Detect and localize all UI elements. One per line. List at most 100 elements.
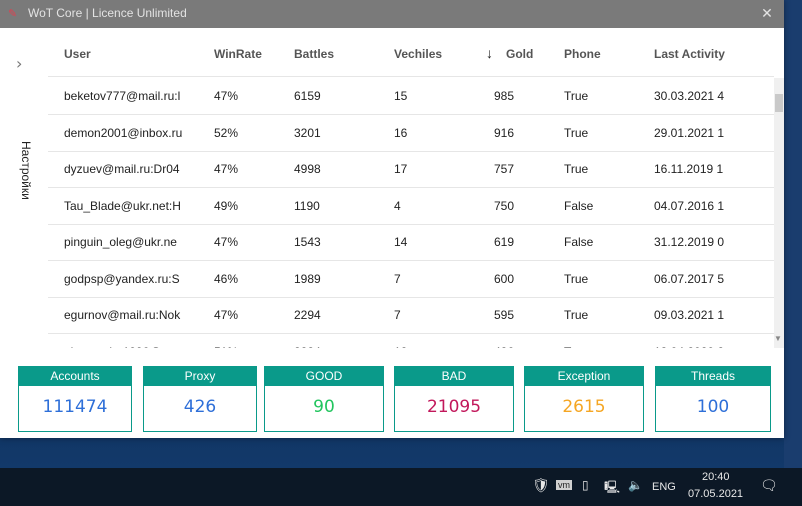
column-header-battles[interactable]: Battles [294, 47, 335, 61]
stat-value: 111474 [42, 397, 108, 417]
cell-last-activity: 29.01.2021 1 [654, 125, 725, 140]
column-header-last-activity[interactable]: Last Activity [654, 47, 725, 61]
table-row[interactable]: alexzander1990@ya 51% 8284 12 486 True 13.04.2… [48, 334, 774, 349]
taskbar: 🛡 vm ▯ 🖳 🔈 ENG 20:40 07.05.2021 🗨 [0, 468, 802, 506]
cell-gold: 985 [494, 89, 515, 103]
stat-label: Exception [525, 367, 643, 386]
network-icon[interactable]: 🖳 [604, 480, 621, 494]
scroll-thumb[interactable] [775, 94, 783, 112]
cell-gold: 757 [494, 162, 515, 176]
column-header-winrate[interactable]: WinRate [214, 47, 262, 61]
cell-battles: 6159 [294, 89, 321, 103]
cell-last-activity: 30.03.2021 4 [654, 89, 725, 103]
cell-phone: True [564, 345, 624, 349]
stat-box-exception: Exception 2615 [524, 366, 644, 432]
stat-label: Accounts [19, 367, 131, 386]
accounts-table: User WinRate Battles Vechiles ↓ Gold Pho… [48, 40, 784, 348]
cell-phone: True [564, 308, 589, 322]
cell-phone: False [564, 198, 594, 213]
clock-date[interactable]: 07.05.2021 [688, 488, 744, 500]
cell-user: dyzuev@mail.ru:Dr04 [64, 162, 180, 176]
close-button[interactable]: ✕ [761, 6, 773, 22]
column-header-vehicles[interactable]: Vechiles [394, 47, 443, 61]
chevron-right-icon[interactable]: › [16, 54, 23, 73]
cell-gold: 916 [494, 125, 515, 140]
cell-winrate: 47% [214, 235, 239, 249]
vertical-scrollbar[interactable]: ▼ [774, 78, 784, 348]
settings-label[interactable]: Настройки [19, 141, 33, 200]
table-row[interactable]: Tau_Blade@ukr.net:H 49% 1190 4 750 False 04.07… [48, 188, 774, 225]
volume-icon[interactable]: 🔈 [628, 478, 643, 492]
cell-winrate: 47% [214, 89, 239, 103]
cell-user: demon2001@inbox.ru [64, 125, 183, 140]
cell-winrate: 47% [214, 162, 239, 176]
cell-gold: 595 [494, 308, 515, 322]
cell-battles: 4998 [294, 162, 321, 176]
cell-last-activity: 09.03.2021 1 [654, 308, 725, 322]
cell-vehicles: 15 [394, 89, 408, 103]
cell-user: beketov777@mail.ru:l [64, 89, 181, 103]
column-header-gold[interactable]: Gold [506, 47, 534, 61]
clock-time[interactable]: 20:40 [702, 471, 730, 483]
cell-phone: False [564, 235, 594, 249]
cell-phone: True [564, 271, 589, 286]
stat-box-good: GOOD 90 [264, 366, 384, 432]
table-row[interactable]: demon2001@inbox.ru 52% 3201 16 916 True 29.01.… [48, 115, 774, 152]
sort-down-arrow-icon: ↓ [486, 45, 493, 61]
cell-last-activity: 13.04.2020 2 [654, 345, 772, 349]
cell-last-activity: 06.07.2017 5 [654, 271, 725, 286]
stat-label: Threads [656, 367, 770, 386]
column-header-user[interactable]: User [64, 47, 91, 61]
table-row[interactable]: pinguin_oleg@ukr.ne 47% 1543 14 619 False 31.1… [48, 224, 774, 261]
cell-last-activity: 31.12.2019 0 [654, 235, 725, 249]
stat-box-threads: Threads 100 [655, 366, 771, 432]
stat-value: 100 [696, 397, 730, 417]
stat-label: GOOD [265, 367, 383, 386]
cell-winrate: 51% [214, 345, 274, 349]
stat-box-bad: BAD 21095 [394, 366, 514, 432]
cell-gold: 600 [494, 271, 515, 286]
window-title: WoT Core | Licence Unlimited [28, 6, 187, 20]
cell-phone: True [564, 162, 589, 176]
cell-vehicles: 17 [394, 162, 408, 176]
stat-value: 426 [183, 397, 217, 417]
cell-user: godpsp@yandex.ru:S [64, 271, 180, 286]
cell-vehicles: 12 [394, 345, 434, 349]
table-row[interactable]: godpsp@yandex.ru:S 46% 1989 7 600 True 06.07.2… [48, 261, 774, 298]
vm-tray-icon[interactable]: vm [556, 480, 572, 490]
cell-vehicles: 4 [394, 198, 401, 213]
cell-battles: 8284 [294, 345, 354, 349]
table-header: User WinRate Battles Vechiles ↓ Gold Pho… [48, 40, 774, 77]
cell-gold: 750 [494, 198, 515, 213]
language-indicator[interactable]: ENG [652, 481, 676, 493]
cell-vehicles: 14 [394, 235, 408, 249]
table-row[interactable]: egurnov@mail.ru:Nok 47% 2294 7 595 True 09.03.… [48, 297, 774, 334]
cell-battles: 3201 [294, 125, 321, 140]
cell-gold: 619 [494, 235, 515, 249]
cell-phone: True [564, 89, 589, 103]
cell-vehicles: 7 [394, 271, 401, 286]
notification-icon[interactable]: 🗨 [760, 478, 778, 494]
stat-box-accounts: Accounts 111474 [18, 366, 132, 432]
settings-panel-toggle[interactable]: › Настройки [0, 28, 46, 358]
cell-battles: 1989 [294, 271, 321, 286]
stat-value: 2615 [562, 397, 606, 417]
title-bar[interactable]: ✎ WoT Core | Licence Unlimited ✕ [0, 0, 784, 28]
cell-winrate: 47% [214, 308, 239, 322]
defender-shield-icon[interactable]: 🛡 [532, 478, 550, 494]
stat-value: 90 [313, 397, 335, 417]
scroll-down-icon[interactable]: ▼ [774, 334, 782, 343]
cell-winrate: 46% [214, 271, 239, 286]
cell-winrate: 49% [214, 198, 239, 213]
table-row[interactable]: beketov777@mail.ru:l 47% 6159 15 985 True 30.0… [48, 78, 774, 115]
column-header-phone[interactable]: Phone [564, 47, 601, 61]
cell-winrate: 52% [214, 125, 239, 140]
cell-phone: True [564, 125, 589, 140]
stat-box-proxy: Proxy 426 [143, 366, 257, 432]
app-window: ✎ WoT Core | Licence Unlimited ✕ › Настр… [0, 0, 784, 438]
table-row[interactable]: dyzuev@mail.ru:Dr04 47% 4998 17 757 True 16.11… [48, 151, 774, 188]
cell-battles: 1543 [294, 235, 321, 249]
stat-label: Proxy [144, 367, 256, 386]
window-content: › Настройки User WinRate Battles Vechile… [0, 28, 784, 438]
usb-icon[interactable]: ▯ [582, 478, 589, 492]
